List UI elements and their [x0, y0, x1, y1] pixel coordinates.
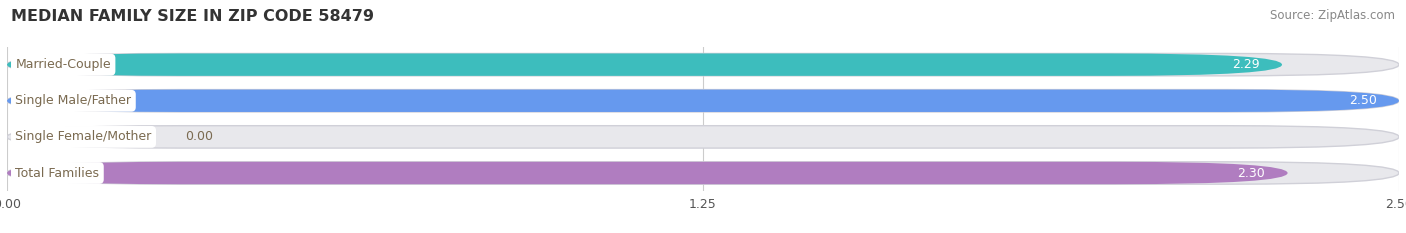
FancyBboxPatch shape: [7, 53, 1282, 76]
FancyBboxPatch shape: [7, 89, 1399, 112]
Text: 2.50: 2.50: [1348, 94, 1376, 107]
Text: MEDIAN FAMILY SIZE IN ZIP CODE 58479: MEDIAN FAMILY SIZE IN ZIP CODE 58479: [11, 9, 374, 24]
Text: 0.00: 0.00: [186, 130, 214, 143]
Text: Single Female/Mother: Single Female/Mother: [15, 130, 152, 143]
Text: Married-Couple: Married-Couple: [15, 58, 111, 71]
Text: 2.30: 2.30: [1237, 167, 1265, 179]
Text: 2.29: 2.29: [1232, 58, 1260, 71]
FancyBboxPatch shape: [7, 126, 1399, 148]
Text: Total Families: Total Families: [15, 167, 100, 179]
FancyBboxPatch shape: [7, 53, 1399, 76]
Text: Source: ZipAtlas.com: Source: ZipAtlas.com: [1270, 9, 1395, 22]
FancyBboxPatch shape: [7, 162, 1399, 184]
Text: Single Male/Father: Single Male/Father: [15, 94, 131, 107]
FancyBboxPatch shape: [7, 162, 1288, 184]
FancyBboxPatch shape: [7, 89, 1399, 112]
